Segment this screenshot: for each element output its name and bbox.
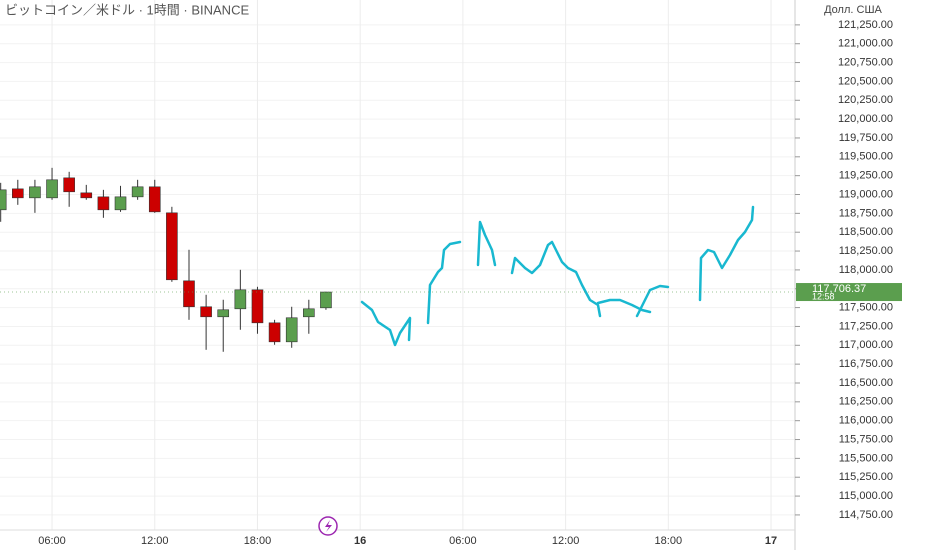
candle-body — [148, 186, 161, 213]
y-tick-label: 119,250.00 — [839, 170, 893, 182]
y-tick-label: 121,000.00 — [838, 38, 893, 50]
y-tick-label: 119,500.00 — [839, 151, 893, 163]
x-tick-label: 18:00 — [244, 535, 272, 547]
y-tick-label: 119,000.00 — [839, 188, 893, 200]
x-tick-label: 18:00 — [655, 535, 683, 547]
chart-title: ビットコイン／米ドル · 1時間 · BINANCE — [5, 2, 249, 17]
grid — [0, 0, 795, 530]
y-tick-label: 117,250.00 — [839, 320, 893, 332]
x-tick-label: 06:00 — [38, 535, 66, 547]
y-tick-label: 117,500.00 — [839, 302, 893, 314]
x-tick-label: 12:00 — [141, 535, 169, 547]
candle-body — [234, 289, 247, 310]
candle-body — [217, 309, 230, 318]
y-tick-label: 121,250.00 — [838, 19, 893, 31]
countdown: 12:58 — [812, 291, 835, 301]
drawing — [360, 205, 755, 347]
x-tick-label: 12:00 — [552, 535, 580, 547]
y-tick-label: 118,750.00 — [839, 207, 893, 219]
y-tick-label: 115,250.00 — [839, 471, 893, 483]
y-axis-title: Долл. США — [824, 4, 882, 16]
x-tick-label: 17 — [765, 535, 777, 547]
x-tick-label: 16 — [354, 535, 366, 547]
y-tick-label: 115,750.00 — [839, 433, 893, 445]
y-tick-label: 120,500.00 — [838, 75, 893, 87]
candle-body — [114, 196, 127, 211]
y-tick-label: 116,750.00 — [839, 358, 893, 370]
y-tick-label: 116,500.00 — [839, 377, 893, 389]
y-tick-label: 116,250.00 — [839, 396, 893, 408]
y-tick-label: 115,000.00 — [839, 490, 893, 502]
x-tick-label: 06:00 — [449, 535, 477, 547]
candle-body — [0, 189, 7, 211]
candle-body — [29, 186, 41, 199]
candle-body — [303, 308, 315, 318]
y-tick-label: 120,250.00 — [838, 94, 893, 106]
candle-body — [183, 280, 195, 308]
y-tick-label: 119,750.00 — [839, 132, 893, 144]
y-tick-label: 118,250.00 — [839, 245, 893, 257]
candle-body — [200, 306, 212, 318]
y-tick-label: 116,000.00 — [839, 415, 893, 427]
candle-body — [166, 212, 178, 281]
icon[interactable] — [318, 516, 338, 536]
y-tick-label: 120,000.00 — [838, 113, 893, 125]
marks — [0, 167, 332, 352]
candle-body — [12, 188, 24, 199]
candle-body — [46, 179, 58, 199]
candle-body — [131, 186, 144, 198]
y-tick-label: 120,750.00 — [838, 56, 893, 68]
candle-body — [268, 322, 281, 343]
y-tick-label: 118,500.00 — [839, 226, 893, 238]
candle-body — [97, 196, 110, 211]
price-tag — [796, 283, 902, 302]
candle-body — [63, 177, 75, 193]
y-tick-label: 114,750.00 — [839, 509, 893, 521]
candle-body — [80, 192, 93, 199]
candle-body — [285, 317, 298, 343]
y-tick-label: 118,000.00 — [839, 264, 893, 276]
y-tick-label: 115,500.00 — [839, 452, 893, 464]
y-tick-label: 117,000.00 — [839, 339, 893, 351]
candle-body — [251, 289, 264, 324]
candle-body — [320, 291, 332, 309]
price-label: 117,706.37 — [812, 283, 866, 295]
